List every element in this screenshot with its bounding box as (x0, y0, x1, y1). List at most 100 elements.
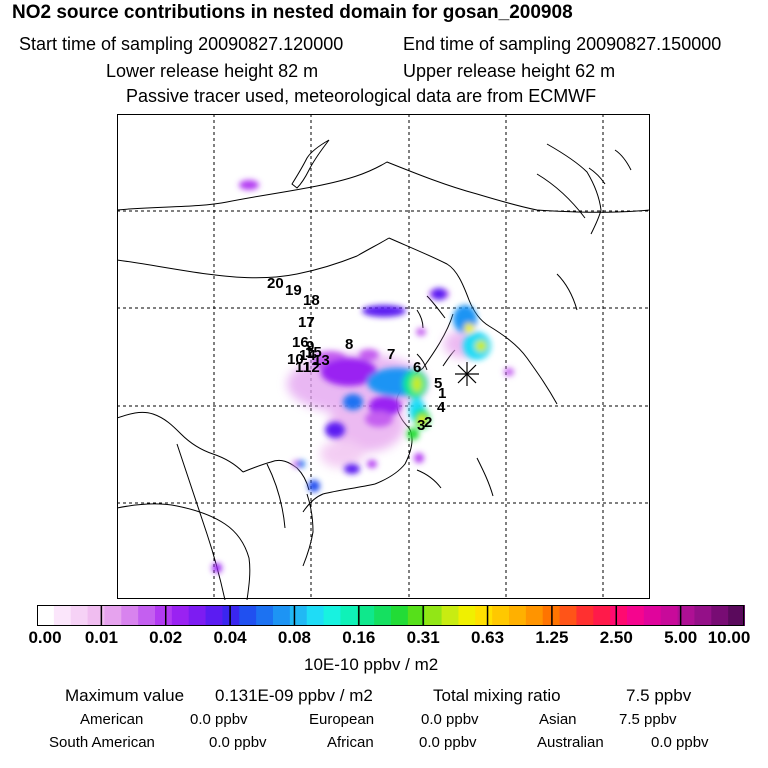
colorbar-cell (576, 605, 594, 626)
trajectory-label-16: 16 (292, 334, 309, 351)
colorbar (37, 605, 745, 626)
colorbar-tick-label: 0.02 (149, 628, 183, 647)
trajectory-label-18: 18 (303, 292, 320, 309)
trajectory-label-12: 12 (303, 359, 320, 376)
colorbar-cell (509, 605, 527, 626)
region-south-american-label: South American (49, 734, 155, 751)
trajectory-label-13: 13 (313, 352, 330, 369)
colorbar-tick-label: 0.00 (28, 628, 62, 647)
region-asian-value: 7.5 ppbv (619, 711, 677, 728)
colorbar-cell (289, 605, 308, 626)
region-african-value: 0.0 ppbv (419, 734, 477, 751)
colorbar-cell (53, 605, 72, 626)
end-time-label: End time of sampling 20090827.150000 (403, 34, 722, 54)
trajectory-label-4: 4 (437, 399, 446, 416)
colorbar-cell (711, 605, 729, 626)
colorbar-cell (239, 605, 257, 626)
colorbar-cell (677, 605, 696, 626)
region-american-label: American (80, 711, 144, 728)
colorbar-cell (222, 605, 240, 626)
trajectory-label-1: 1 (438, 385, 446, 402)
colorbar-cell (70, 605, 89, 626)
total-mixing-ratio-value: 7.5 ppbv (626, 686, 692, 705)
trajectory-label-17: 17 (298, 314, 315, 331)
region-south-american-value: 0.0 ppbv (209, 734, 267, 751)
receptor-star-icon (455, 362, 479, 386)
trajectory-label-10: 10 (287, 351, 304, 368)
colorbar-cell (306, 605, 325, 626)
colorbar-cell (340, 605, 358, 626)
upper-release-height-label: Upper release height 62 m (403, 61, 616, 81)
colorbar-cell (37, 605, 55, 626)
colorbar-tick-label: 2.50 (599, 628, 633, 647)
colorbar-cell (87, 605, 106, 626)
plot-title: NO2 source contributions in nested domai… (12, 2, 573, 23)
colorbar-tick-label: 5.00 (664, 628, 698, 647)
start-time-label: Start time of sampling 20090827.120000 (19, 34, 344, 54)
trajectory-label-5: 5 (434, 375, 442, 392)
lower-release-height-label: Lower release height 82 m (106, 61, 319, 81)
colorbar-unit-label: 10E-10 ppbv / m2 (304, 655, 439, 674)
trajectory-label-19: 19 (285, 282, 302, 299)
trajectory-label-8: 8 (345, 336, 353, 353)
colorbar-cell (694, 605, 712, 626)
colorbar-cell (475, 605, 493, 626)
colorbar-tick-label: 0.04 (213, 628, 247, 647)
colorbar-cell (391, 605, 409, 626)
colorbar-cell (256, 605, 274, 626)
colorbar-cell (357, 605, 375, 626)
colorbar-cell (205, 605, 224, 626)
trajectory-label-2: 2 (424, 414, 432, 431)
colorbar-cell (407, 605, 426, 626)
trajectory-label-20: 20 (267, 275, 284, 292)
trajectory-label-9: 9 (306, 338, 314, 355)
tracer-note: Passive tracer used, meteorological data… (126, 86, 597, 106)
max-value: 0.131E-09 ppbv / m2 (215, 686, 373, 705)
max-value-label: Maximum value (65, 686, 185, 705)
concentration-field (212, 180, 514, 573)
colorbar-cell (458, 605, 476, 626)
colorbar-cell (323, 605, 342, 626)
region-australian-label: Australian (537, 734, 604, 751)
region-european-value: 0.0 ppbv (421, 711, 479, 728)
colorbar-tick-label: 0.08 (277, 628, 311, 647)
colorbar-cell (627, 605, 645, 626)
colorbar-cell (643, 605, 662, 626)
colorbar-cell (610, 605, 628, 626)
colorbar-tick-label: 0.63 (470, 628, 505, 647)
colorbar-cell (374, 605, 392, 626)
trajectory-label-15: 15 (305, 344, 322, 361)
region-american-value: 0.0 ppbv (190, 711, 248, 728)
colorbar-cell (441, 605, 460, 626)
region-asian-label: Asian (539, 711, 577, 728)
colorbar-tick-label: 0.01 (84, 628, 118, 647)
colorbar-cell (525, 605, 544, 626)
colorbar-tick-label: 0.16 (342, 628, 376, 647)
colorbar-cell (492, 605, 510, 626)
trajectory-label-14: 14 (299, 347, 316, 364)
coastlines (117, 139, 651, 600)
colorbar-cell (188, 605, 207, 626)
map-panel: 1 2 3 4 5 6 7 8 9 10 11 12 13 14 15 16 1… (117, 114, 651, 600)
trajectory-label-3: 3 (417, 417, 425, 434)
colorbar-tick-label: 10.00 (707, 628, 751, 647)
colorbar-cell (593, 605, 611, 626)
colorbar-cell (155, 605, 173, 626)
colorbar-tick-label: 1.25 (535, 628, 569, 647)
trajectory-label-11: 11 (295, 359, 311, 376)
colorbar-cell (273, 605, 291, 626)
colorbar-cell (171, 605, 190, 626)
colorbar-cell (559, 605, 578, 626)
colorbar-tick-label: 0.31 (406, 628, 440, 647)
region-australian-value: 0.0 ppbv (651, 734, 709, 751)
colorbar-cell (424, 605, 443, 626)
trajectory-label-7: 7 (387, 346, 395, 363)
colorbar-cell (728, 605, 745, 626)
colorbar-cell (104, 605, 122, 626)
colorbar-cell (138, 605, 156, 626)
colorbar-cell (660, 605, 679, 626)
total-mixing-ratio-label: Total mixing ratio (433, 686, 561, 705)
trajectory-label-6: 6 (413, 359, 421, 376)
region-european-label: European (309, 711, 375, 728)
colorbar-cell (121, 605, 139, 626)
